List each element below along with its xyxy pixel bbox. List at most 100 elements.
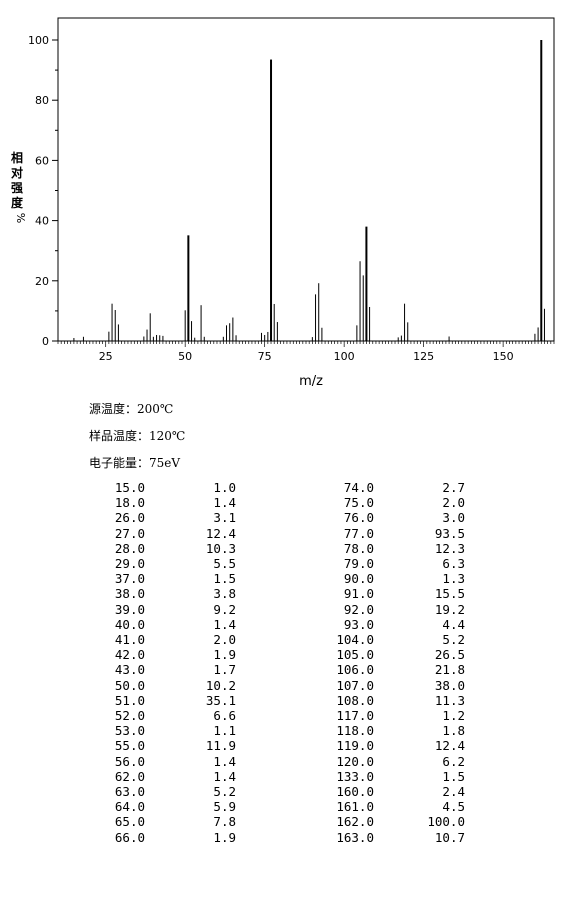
mz-value: 120.0 bbox=[336, 753, 374, 769]
intensity-value: 6.3 bbox=[442, 556, 465, 572]
mz-value: 78.0 bbox=[343, 540, 374, 556]
mz-value: 43.0 bbox=[114, 662, 145, 678]
y-tick-label: 40 bbox=[35, 215, 49, 228]
mz-value: 39.0 bbox=[114, 601, 145, 617]
intensity-value: 15.5 bbox=[434, 586, 465, 602]
peak-table-row: 55.0 11.9 119.0 12.4 bbox=[92, 738, 465, 753]
peak-table-row: 27.0 12.4 77.0 93.5 bbox=[92, 526, 465, 541]
mz-value: 65.0 bbox=[114, 814, 145, 830]
mz-value: 27.0 bbox=[114, 525, 145, 541]
peak-table-row: 63.0 5.2 160.0 2.4 bbox=[92, 784, 465, 799]
intensity-value: 38.0 bbox=[434, 677, 465, 693]
mz-value: 77.0 bbox=[343, 525, 374, 541]
peak-bar bbox=[117, 324, 119, 341]
intensity-value: 2.0 bbox=[442, 495, 465, 511]
mz-value: 15.0 bbox=[114, 480, 145, 495]
mz-value: 163.0 bbox=[336, 829, 374, 845]
plot-border bbox=[57, 17, 555, 342]
mz-value: 117.0 bbox=[336, 708, 374, 724]
peak-table-row: 18.0 1.4 75.0 2.0 bbox=[92, 495, 465, 510]
mz-value: 41.0 bbox=[114, 632, 145, 648]
intensity-value: 26.5 bbox=[434, 647, 465, 663]
peak-bar bbox=[543, 308, 545, 341]
peak-bar bbox=[143, 336, 145, 341]
intensity-value: 9.2 bbox=[213, 601, 236, 617]
mz-value: 108.0 bbox=[336, 692, 374, 708]
mz-value: 133.0 bbox=[336, 768, 374, 784]
mz-value: 28.0 bbox=[114, 540, 145, 556]
intensity-value: 7.8 bbox=[213, 814, 236, 830]
intensity-value: 11.9 bbox=[205, 738, 236, 754]
peak-bar bbox=[184, 310, 186, 341]
mz-value: 92.0 bbox=[343, 601, 374, 617]
intensity-value: 10.2 bbox=[205, 677, 236, 693]
mz-value: 52.0 bbox=[114, 708, 145, 724]
peak-bar bbox=[407, 322, 409, 341]
intensity-value: 1.1 bbox=[213, 723, 236, 739]
peak-bars bbox=[73, 40, 545, 342]
mz-value: 75.0 bbox=[343, 495, 374, 511]
peak-bar bbox=[203, 336, 205, 341]
intensity-value: 1.0 bbox=[213, 480, 236, 495]
peak-bar bbox=[232, 317, 234, 341]
peak-table-row: 43.0 1.7 106.0 21.8 bbox=[92, 662, 465, 677]
peak-bar bbox=[537, 327, 539, 341]
mz-value: 29.0 bbox=[114, 556, 145, 572]
peak-table-row: 56.0 1.4 120.0 6.2 bbox=[92, 754, 465, 769]
mz-value: 63.0 bbox=[114, 784, 145, 800]
peak-bar bbox=[534, 333, 536, 341]
peak-bar bbox=[264, 334, 266, 341]
peak-bar bbox=[82, 336, 84, 341]
electron-energy: 电子能量：75eV bbox=[89, 456, 181, 470]
peak-table-row: 15.0 1.0 74.0 2.7 bbox=[92, 480, 465, 495]
mz-value: 79.0 bbox=[343, 556, 374, 572]
peak-table-row: 62.0 1.4 133.0 1.5 bbox=[92, 769, 465, 784]
x-tick-label: 150 bbox=[493, 350, 514, 363]
y-axis-label-char: 强 bbox=[11, 181, 23, 195]
peak-bar bbox=[400, 335, 402, 341]
intensity-value: 1.9 bbox=[213, 829, 236, 845]
mz-value: 105.0 bbox=[336, 647, 374, 663]
mz-value: 118.0 bbox=[336, 723, 374, 739]
intensity-value: 11.3 bbox=[434, 692, 465, 708]
y-axis-label-char: 相 bbox=[11, 150, 23, 165]
mz-value: 62.0 bbox=[114, 768, 145, 784]
intensity-value: 3.0 bbox=[442, 510, 465, 526]
intensity-value: 93.5 bbox=[434, 525, 465, 541]
peak-bar bbox=[267, 331, 269, 341]
mz-value: 160.0 bbox=[336, 784, 374, 800]
intensity-value: 1.4 bbox=[213, 753, 236, 769]
peak-bar bbox=[315, 294, 317, 341]
mz-value: 161.0 bbox=[336, 799, 374, 815]
intensity-value: 3.8 bbox=[213, 586, 236, 602]
peak-table-row: 37.0 1.5 90.0 1.3 bbox=[92, 571, 465, 586]
peak-bar bbox=[226, 325, 228, 341]
peak-bar bbox=[194, 337, 196, 341]
intensity-value: 10.3 bbox=[205, 540, 236, 556]
mz-value: 74.0 bbox=[343, 480, 374, 495]
y-tick-label: 100 bbox=[28, 34, 49, 47]
peak-bar bbox=[159, 335, 161, 341]
intensity-value: 2.4 bbox=[442, 784, 465, 800]
y-tick-label: 20 bbox=[35, 275, 49, 288]
mz-value: 40.0 bbox=[114, 616, 145, 632]
peak-bar bbox=[318, 283, 320, 341]
intensity-value: 12.3 bbox=[434, 540, 465, 556]
peak-bar bbox=[152, 336, 154, 341]
peak-bar bbox=[260, 332, 262, 341]
intensity-value: 1.4 bbox=[213, 616, 236, 632]
peak-bar bbox=[111, 303, 113, 341]
intensity-value: 12.4 bbox=[205, 525, 236, 541]
mz-value: 53.0 bbox=[114, 723, 145, 739]
mz-value: 56.0 bbox=[114, 753, 145, 769]
peak-bar bbox=[187, 235, 190, 341]
x-tick-label: 25 bbox=[99, 350, 113, 363]
mz-value: 162.0 bbox=[336, 814, 374, 830]
peak-bar bbox=[359, 261, 361, 341]
intensity-value: 1.5 bbox=[213, 571, 236, 587]
intensity-value: 4.4 bbox=[442, 616, 465, 632]
sample-temperature: 样品温度：120℃ bbox=[89, 429, 186, 443]
peak-bar bbox=[229, 323, 231, 341]
peak-bar bbox=[404, 303, 406, 341]
peak-table-row: 65.0 7.8 162.0 100.0 bbox=[92, 814, 465, 829]
